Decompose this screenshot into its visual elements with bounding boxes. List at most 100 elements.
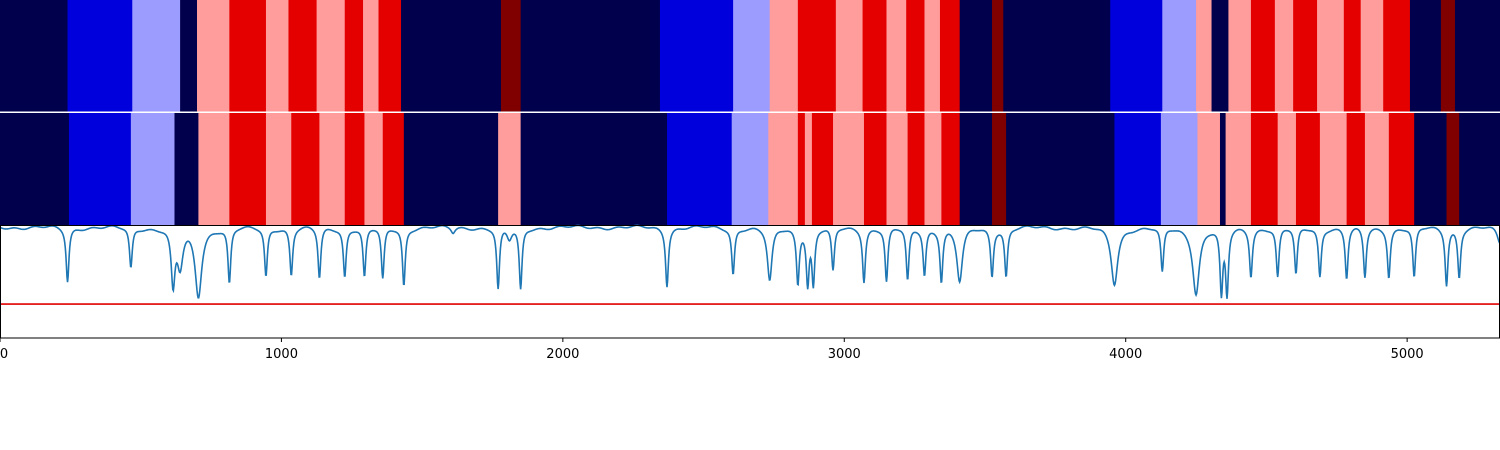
heatmap-segment: [1459, 113, 1500, 225]
heatmap-segment: [835, 0, 864, 112]
x-tick-label: 3000: [828, 347, 861, 362]
heatmap-segment: [1346, 113, 1366, 225]
heatmap-segment: [907, 113, 926, 225]
heatmap-row-1: [0, 0, 1500, 112]
heatmap-segment: [924, 0, 941, 112]
heatmap-segment: [1250, 113, 1279, 225]
heatmap-segment: [196, 0, 230, 112]
heatmap-segment: [1414, 113, 1448, 225]
x-axis: 0 1000 2000 3000 4000 5000: [0, 338, 1424, 362]
heatmap-segment: [288, 0, 318, 112]
heatmap-segment: [1228, 0, 1252, 112]
heatmap-segment: [1440, 0, 1456, 112]
heatmap-segment: [992, 113, 1007, 225]
heatmap-segment: [768, 113, 799, 225]
heatmap-segment: [1446, 113, 1460, 225]
heatmap-segment: [886, 0, 907, 112]
heatmap-segment: [733, 0, 771, 112]
heatmap-segment: [1211, 0, 1230, 112]
heatmap-segment: [291, 113, 321, 225]
x-tick-label: 5000: [1391, 347, 1424, 362]
heatmap-segment: [229, 0, 267, 112]
heatmap-segment: [180, 0, 198, 112]
heatmap-segment: [1225, 113, 1252, 225]
heatmap-segment: [1409, 0, 1442, 112]
heatmap-segment: [403, 113, 499, 225]
heatmap-segment: [68, 113, 132, 225]
x-tick-label: 4000: [1109, 347, 1142, 362]
heatmap-segment: [1360, 0, 1384, 112]
x-tick-label: 1000: [265, 347, 298, 362]
heatmap-segment: [198, 113, 230, 225]
heatmap-segment: [1364, 113, 1390, 225]
heatmap-segment: [886, 113, 909, 225]
signal-line-plot: [0, 224, 1500, 339]
heatmap-segment: [797, 113, 806, 225]
heatmap-segment: [364, 113, 384, 225]
heatmap-segment: [906, 0, 926, 112]
heatmap-segment: [0, 0, 69, 112]
heatmap-segment: [316, 0, 346, 112]
heatmap-segment: [378, 0, 402, 112]
heatmap-segment: [797, 0, 837, 112]
heatmap-segment: [959, 113, 993, 225]
heatmap-segment: [1110, 0, 1163, 112]
heatmap-segment: [520, 113, 668, 225]
heatmap-segment: [344, 0, 364, 112]
heatmap-segment: [731, 113, 769, 225]
heatmap-segment: [1003, 0, 1111, 112]
heatmap-segment: [833, 113, 865, 225]
heatmap-segment: [1295, 113, 1321, 225]
heatmap-row-2: [0, 113, 1500, 225]
heatmap-segment: [1160, 113, 1199, 225]
heatmap-segment: [1196, 0, 1213, 112]
heatmap-segment: [363, 0, 380, 112]
heatmap-segment: [769, 0, 799, 112]
heatmap-segment: [344, 113, 366, 225]
heatmap-segment: [1250, 0, 1276, 112]
heatmap-segment: [1293, 0, 1318, 112]
heatmap-segment: [1319, 113, 1348, 225]
heatmap-segment: [132, 0, 181, 112]
heatmap-segment: [130, 113, 176, 225]
heatmap-segment: [941, 113, 961, 225]
heatmap-segment: [401, 0, 502, 112]
heatmap-segment: [1274, 0, 1294, 112]
heatmap-segment: [811, 113, 834, 225]
x-tick-label: 2000: [546, 347, 579, 362]
heatmap-segment: [174, 113, 200, 225]
row-separator: [0, 111, 1500, 113]
heatmap-segment: [498, 113, 522, 225]
heatmap-segment: [500, 0, 522, 112]
heatmap-segment: [67, 0, 133, 112]
signal-line: [0, 224, 1500, 299]
heatmap-segment: [992, 0, 1004, 112]
heatmap-segment: [804, 113, 813, 225]
heatmap-segment: [265, 0, 290, 112]
heatmap-segment: [1343, 0, 1362, 112]
x-tick-label: 0: [0, 347, 8, 362]
heatmap-segment: [659, 0, 734, 112]
heatmap-segment: [1197, 113, 1221, 225]
heatmap-segment: [1219, 113, 1227, 225]
heatmap-segment: [1454, 0, 1500, 112]
heatmap-segment: [382, 113, 405, 225]
heatmap-segment: [520, 0, 661, 112]
heatmap-segment: [229, 113, 267, 225]
heatmap-segment: [924, 113, 942, 225]
line-plot-area: [0, 225, 1500, 338]
heatmap-segment: [1317, 0, 1345, 112]
heatmap-segment: [939, 0, 961, 112]
heatmap-segment: [862, 0, 888, 112]
heatmap-segment: [666, 113, 733, 225]
heatmap-segment: [265, 113, 292, 225]
heatmap-segment: [863, 113, 888, 225]
heatmap-segment: [0, 113, 70, 225]
heatmap-segment: [959, 0, 993, 112]
heatmap-segment: [1006, 113, 1116, 225]
heatmap-segment: [1162, 0, 1197, 112]
heatmap-segment: [319, 113, 346, 225]
heatmap-segment: [1114, 113, 1162, 225]
heatmap-segment: [1383, 0, 1411, 112]
